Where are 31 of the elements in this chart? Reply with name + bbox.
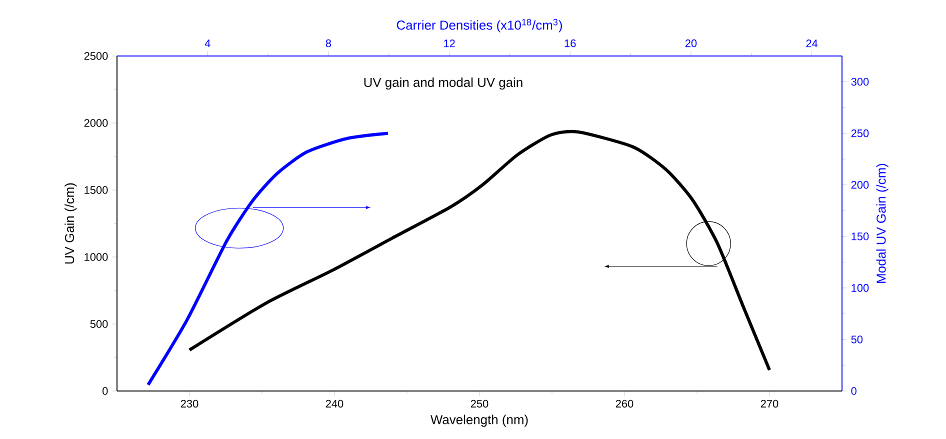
x-tick-label: 8 <box>326 39 332 48</box>
line-series <box>146 132 390 386</box>
x-tick-label: 16 <box>564 39 576 48</box>
y-tick-label: 300 <box>851 78 869 86</box>
y-tick-label: 200 <box>851 180 869 189</box>
y-tick-label: 2000 <box>84 119 108 127</box>
line-series <box>188 130 772 372</box>
x-tick-label: 24 <box>806 40 818 48</box>
x-tick-label: 20 <box>685 39 697 48</box>
text: UV gain and modal UV gain <box>364 77 522 90</box>
x-tick-label: 4 <box>204 40 210 48</box>
y-tick-label: 0 <box>851 387 856 395</box>
y-tick-label: 0 <box>102 387 108 395</box>
y-axis-title: UV Gain (/cm) <box>64 183 77 264</box>
x-tick-label: 230 <box>180 400 198 408</box>
y-tick-label: 100 <box>852 284 869 292</box>
y-tick-label: 1000 <box>84 253 108 261</box>
y-tick-label: 150 <box>852 232 869 240</box>
x-axis-title: Wavelength (nm) <box>430 414 528 427</box>
y-tick-label: 250 <box>851 129 869 138</box>
x-tick-label: 250 <box>470 400 488 408</box>
y-tick-label: 500 <box>90 320 108 328</box>
y-axis-title: Modal UV Gain (/cm) <box>876 164 888 283</box>
x-tick-label: 12 <box>444 40 455 48</box>
x-tick-label: 270 <box>760 400 778 408</box>
x-axis-title: Carrier Densities (x10$^{18}$/cm$^{3}$) <box>396 18 562 32</box>
x-tick-label: 260 <box>616 400 634 408</box>
y-tick-label: 50 <box>851 336 863 344</box>
y-tick-label: 2500 <box>84 52 108 60</box>
x-tick-label: 240 <box>326 400 344 408</box>
y-tick-label: 1500 <box>84 186 108 194</box>
